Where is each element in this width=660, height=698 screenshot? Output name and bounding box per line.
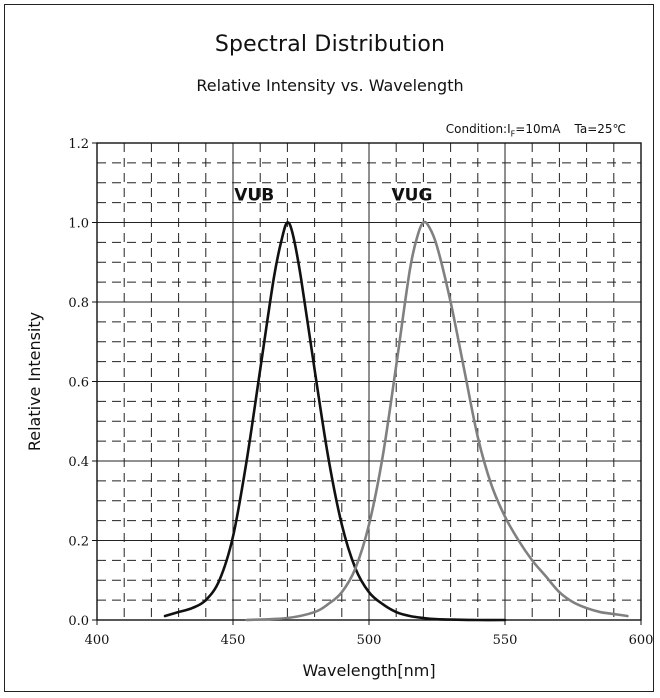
x-tick-label: 400: [85, 633, 110, 648]
x-axis-label: Wavelength[nm]: [302, 661, 435, 680]
x-tick-label: 550: [493, 633, 518, 648]
condition-current: =10mA: [515, 122, 561, 136]
x-tick-label: 600: [629, 633, 654, 648]
chart-frame: [4, 4, 654, 692]
condition-subscript: F: [510, 129, 516, 139]
chart-title: Spectral Distribution: [214, 32, 446, 57]
series-line-vub: [163, 221, 507, 622]
series-lines: [163, 220, 629, 622]
condition-temperature: Ta=25℃: [574, 122, 627, 136]
x-tick-label: 450: [221, 633, 246, 648]
series-label-vub: VUB: [234, 186, 274, 206]
x-tick-label: 500: [357, 633, 382, 648]
y-tick-label: 0.0: [68, 614, 89, 629]
y-axis-ticks: 0.0 0.2 0.4 0.6 0.8 1.0 1.2: [68, 137, 97, 629]
y-tick-label: 1.0: [68, 217, 89, 232]
y-tick-label: 0.2: [68, 535, 89, 550]
y-tick-label: 0.4: [68, 455, 89, 470]
y-tick-label: 0.8: [68, 296, 89, 311]
chart-subtitle: Relative Intensity vs. Wavelength: [196, 76, 464, 95]
x-axis-ticks: 400 450 500 550 600: [85, 620, 654, 648]
condition-prefix: Condition:I: [445, 122, 511, 136]
series-label-vug: VUG: [391, 186, 432, 206]
y-tick-label: 1.2: [68, 137, 89, 152]
series-line-vug: [245, 220, 629, 622]
series-labels: VUB VUG: [234, 186, 432, 206]
y-tick-label: 0.6: [68, 376, 89, 391]
y-axis-label: Relative Intensity: [25, 312, 44, 451]
test-condition: Condition:IF=10mA Ta=25℃: [446, 122, 626, 138]
